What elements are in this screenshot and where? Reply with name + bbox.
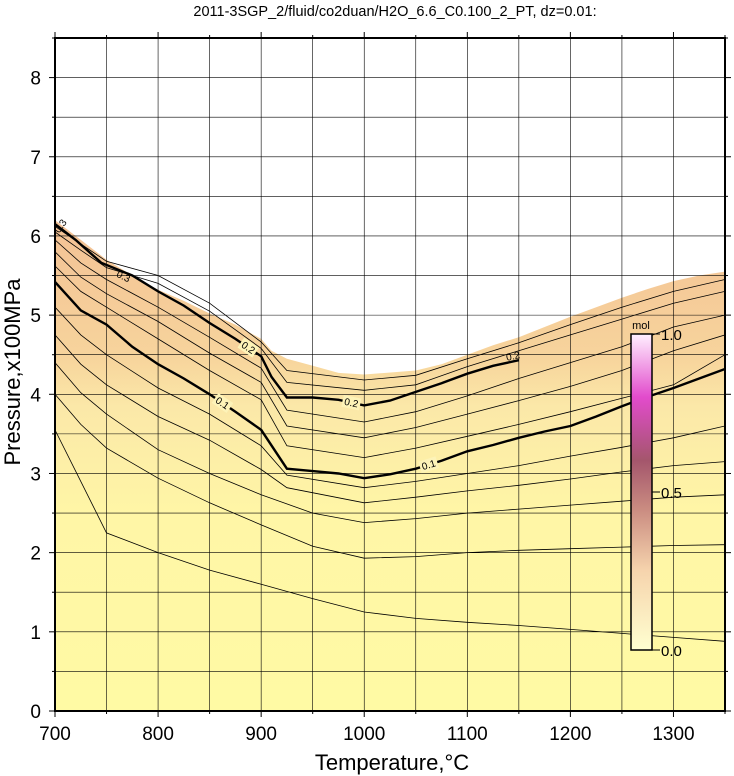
x-tick-labels: 700 800 900 1000 1100 1200 1300 xyxy=(39,724,694,745)
y-tick-label: 5 xyxy=(30,306,41,327)
x-tick-label: 1000 xyxy=(343,724,385,745)
y-tick-label: 2 xyxy=(30,544,41,565)
colorbar-label-mid: 0.5 xyxy=(661,485,682,502)
colorbar-unit: mol xyxy=(632,320,650,332)
y-tick-label: 0 xyxy=(30,702,41,723)
contour-label-bg xyxy=(418,456,440,474)
colorbar: mol 0.0 0.5 1.0 xyxy=(630,320,682,660)
x-tick-label: 900 xyxy=(245,724,277,745)
contour-line xyxy=(55,334,725,504)
y-tick-label: 6 xyxy=(30,227,41,248)
contour-label-bg xyxy=(211,392,234,414)
y-tick-label: 4 xyxy=(30,385,41,406)
y-tick-label: 3 xyxy=(30,464,41,485)
contour-line xyxy=(55,362,725,524)
contour-line xyxy=(55,394,725,559)
grid-lines xyxy=(55,38,725,711)
x-tick-label: 1200 xyxy=(549,724,591,745)
y-tick-label: 1 xyxy=(30,623,41,644)
plot-frame xyxy=(49,32,731,717)
y-tick-label: 7 xyxy=(30,148,41,169)
y-tick-labels: 0 1 2 3 4 5 6 7 8 xyxy=(30,69,41,723)
contour-line xyxy=(55,306,725,489)
contour-cluster-label: 0.2 xyxy=(505,350,521,364)
x-axis-title: Temperature,°C xyxy=(315,750,469,775)
colorbar-label-min: 0.0 xyxy=(661,643,682,660)
x-tick-label: 1100 xyxy=(447,724,488,745)
colorbar-label-max: 1.0 xyxy=(661,327,682,344)
contour-line-labeled xyxy=(55,223,520,407)
contour-label-bg xyxy=(341,394,362,411)
chart-title: 2011-3SGP_2/fluid/co2duan/H2O_6.6_C0.100… xyxy=(193,4,596,20)
contour-label-bg xyxy=(237,337,260,358)
contour-line xyxy=(55,226,725,381)
contour-line xyxy=(55,251,725,439)
y-axis-title: Pressure,x100MPa xyxy=(0,278,25,466)
filled-field xyxy=(55,220,725,711)
x-tick-label: 1300 xyxy=(652,724,694,745)
y-tick-label: 8 xyxy=(30,69,41,90)
contour-line xyxy=(55,265,725,459)
x-tick-label: 700 xyxy=(39,724,71,745)
contour-line-labeled xyxy=(55,281,725,480)
x-tick-label: 800 xyxy=(142,724,174,745)
contour-line xyxy=(55,239,725,423)
colorbar-scale xyxy=(630,333,653,651)
contour-cluster-label: 0.3 xyxy=(114,269,132,285)
contour-line xyxy=(55,429,725,642)
plot-area: 0.10.10.20.2 0.30.30.2 xyxy=(55,38,725,711)
contour-label: 0.2 xyxy=(343,397,359,411)
contour-label: 0.1 xyxy=(421,458,438,473)
